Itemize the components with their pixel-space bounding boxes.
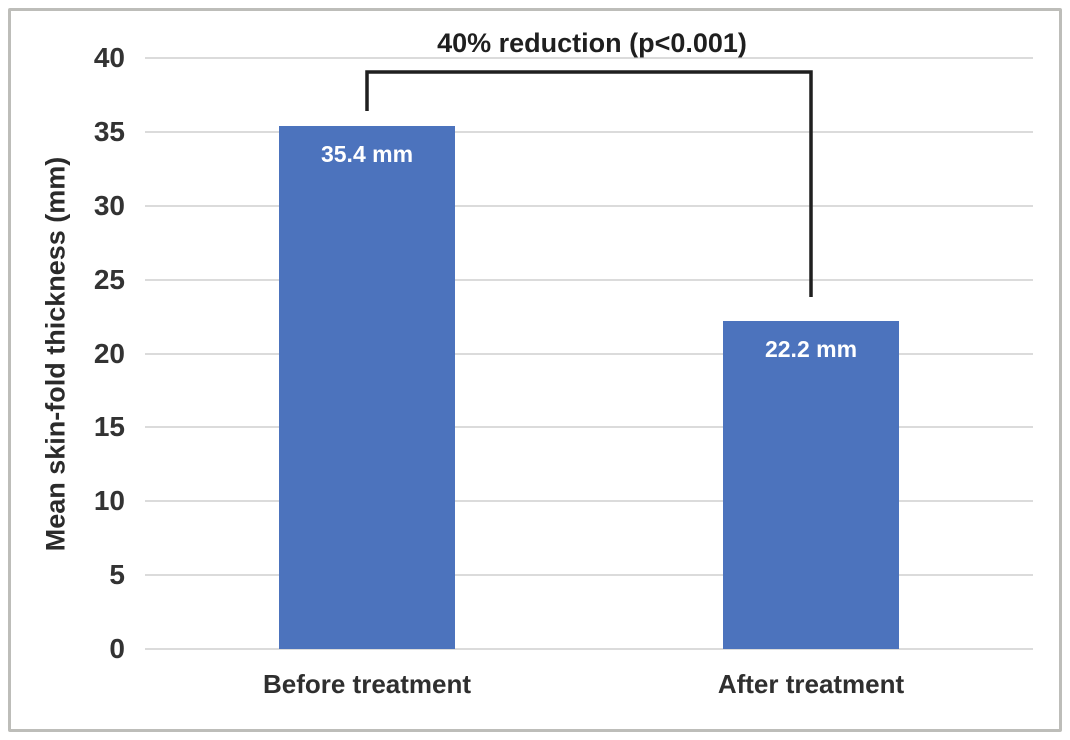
bar-after-treatment [723,320,899,649]
y-axis-tick-label: 20 [93,337,125,369]
gridline [145,57,1033,59]
y-axis-tick-label: 0 [109,633,125,664]
y-axis-tick-label: 15 [93,411,125,443]
x-axis-label-after-treatment: After treatment [717,669,905,699]
gridline [145,426,1033,429]
bar-value-label: 35.4 mm [320,140,414,167]
bar-value-label: 22.2 mm [764,335,858,362]
gridline [145,648,1033,650]
gridline [145,352,1033,355]
y-axis-tick-label: 30 [93,189,125,221]
x-axis-label-before-treatment: Before treatment [262,669,472,699]
chart-frame-border [8,8,1062,732]
gridline [145,500,1033,503]
y-axis-tick-label: 5 [109,559,125,591]
annotation-reduction: 40% reduction (p<0.001) [437,28,747,58]
y-axis-tick-label: 10 [93,485,125,517]
y-axis-tick-label: 35 [93,115,125,147]
bar-before-treatment [279,125,455,649]
gridline [145,574,1033,577]
y-axis-tick-label: 25 [93,263,125,295]
y-axis-tick-label: 40 [93,42,125,73]
